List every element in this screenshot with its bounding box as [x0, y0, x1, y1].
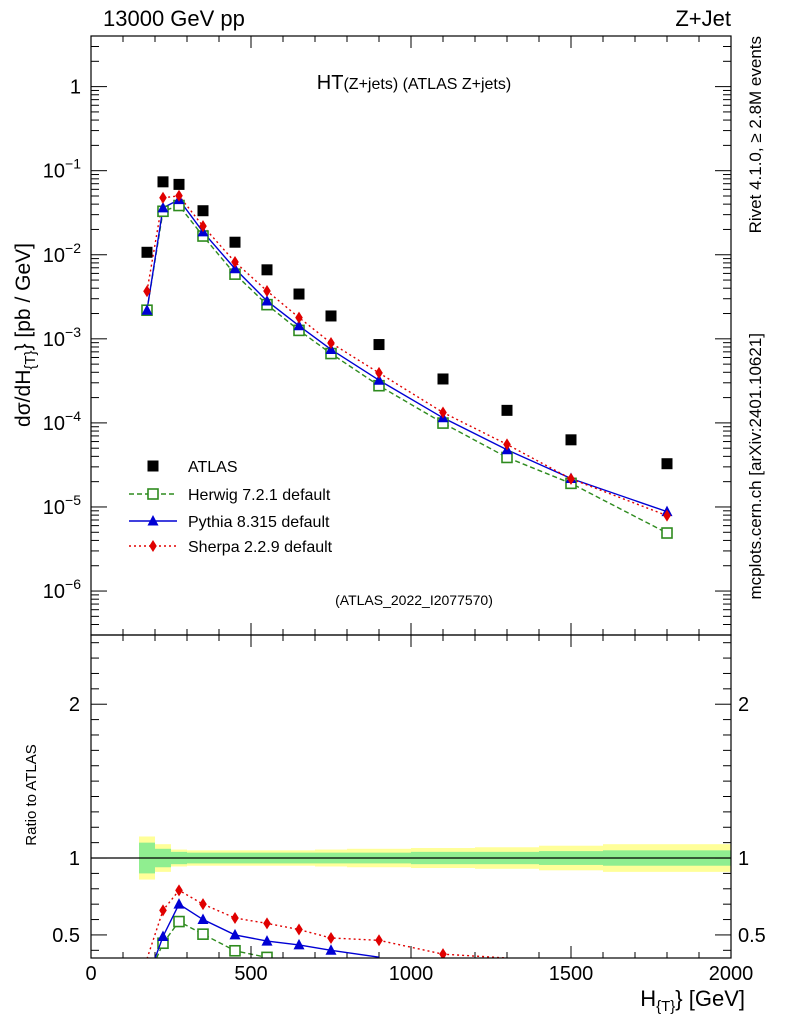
- pythia-ratio-point: [197, 913, 209, 925]
- atlas-point: [661, 458, 673, 470]
- atlas-point: [229, 236, 241, 248]
- pythia-point: [141, 304, 153, 315]
- sherpa-point: [175, 189, 183, 202]
- ratio-tick-label-right: 2: [738, 694, 749, 716]
- herwig-ratio-point: [197, 928, 209, 940]
- x-tick-label: 0: [85, 963, 96, 985]
- herwig-point: [661, 527, 673, 539]
- atlas-point: [501, 404, 513, 416]
- sherpa-ratio-point: [295, 923, 303, 936]
- ratio-panel: Ratio to ATLAS 0 500 1000 1500 2000 0.5 0.5 1 1 2…: [23, 36, 766, 1015]
- sherpa-point: [199, 220, 207, 233]
- sherpa-ratio-point: [175, 884, 183, 897]
- atlas-point: [325, 310, 337, 322]
- pythia-point: [261, 294, 273, 306]
- sherpa-point: [159, 191, 167, 204]
- pythia-ratio-point: [293, 938, 305, 950]
- sherpa-point: [143, 285, 151, 298]
- sherpa-ratio-point: [159, 904, 167, 917]
- atlas-point: [373, 339, 385, 351]
- sherpa-point: [439, 406, 447, 419]
- sherpa-legend-marker: [149, 540, 157, 552]
- pythia-legend-marker: [147, 515, 159, 526]
- atlas-point: [565, 434, 577, 446]
- sherpa-legend-label: Sherpa 2.2.9 default: [188, 539, 333, 556]
- pythia-ratio-point: [157, 930, 169, 941]
- ratio-tick-label-right: 1: [738, 848, 749, 870]
- sherpa-point: [263, 284, 271, 297]
- atlas-point: [141, 246, 153, 258]
- herwig-legend-label: Herwig 7.2.1 default: [188, 487, 331, 504]
- sherpa-point: [567, 472, 575, 485]
- ratio-tick-label-right: 0.5: [738, 925, 766, 947]
- sherpa-point: [503, 438, 511, 451]
- main-panel: HT(Z+jets) (ATLAS Z+jets) (ATLAS_2022_I2…: [12, 35, 732, 958]
- main-frame: [90, 35, 732, 636]
- x-axis-label: H{T}} [GeV]: [640, 986, 745, 1015]
- pythia-ratio-point: [229, 928, 241, 940]
- rivet-version-label: Rivet 4.1.0, ≥ 2.8M events: [746, 36, 765, 233]
- y-tick-label: 1: [70, 77, 81, 99]
- herwig-ratio-line: [155, 920, 268, 958]
- y-tick-label: 10−5: [43, 492, 81, 519]
- ratio-y-axis-label: Ratio to ATLAS: [23, 744, 40, 845]
- x-tick-label: 1000: [389, 963, 434, 985]
- sherpa-ratio-line: [146, 889, 508, 958]
- atlas-point: [261, 264, 273, 276]
- header: 13000 GeV pp Z+Jet Rivet 4.1.0, ≥ 2.8M e…: [103, 6, 765, 599]
- y-tick-label: 10−3: [43, 324, 81, 351]
- pythia-point: [293, 319, 305, 331]
- pythia-legend-label: Pythia 8.315 default: [188, 514, 330, 531]
- y-tick-label: 10−6: [43, 576, 81, 603]
- y-tick-label: 10−2: [43, 240, 81, 267]
- legend: ATLAS Herwig 7.2.1 default Pythia 8.315 de…: [129, 459, 333, 556]
- sherpa-point: [295, 311, 303, 324]
- herwig-ratio-point: [173, 915, 185, 928]
- sherpa-ratio-point: [439, 948, 447, 958]
- y-tick-label: 10−4: [43, 408, 81, 435]
- pythia-ratio-point: [325, 944, 337, 955]
- pythia-ratio-point: [261, 935, 273, 946]
- pythia-point: [373, 374, 385, 385]
- x-tick-label: 500: [234, 963, 267, 985]
- x-tick-label: 2000: [709, 963, 754, 985]
- sherpa-ratio-point: [199, 898, 207, 911]
- sherpa-point: [663, 509, 671, 522]
- atlas-point: [293, 288, 305, 300]
- herwig-ratio-point: [229, 944, 241, 957]
- sherpa-ratio-point: [231, 912, 239, 925]
- atlas-point: [173, 178, 185, 190]
- atlas-legend-label: ATLAS: [188, 459, 238, 476]
- ratio-tick-label-left: 0.5: [52, 925, 80, 947]
- pythia-ratio-point: [173, 898, 185, 909]
- atlas-legend-marker: [147, 460, 159, 472]
- ratio-tick-label-left: 2: [69, 694, 80, 716]
- pythia-point: [157, 201, 169, 213]
- herwig-line: [146, 204, 668, 534]
- herwig-ratio-point: [261, 951, 273, 958]
- svg-text:dσ/dH{T}} [pb / GeV]: dσ/dH{T}} [pb / GeV]: [12, 243, 39, 427]
- x-tick-label: 1500: [549, 963, 594, 985]
- plot-title: HT(Z+jets) (ATLAS Z+jets): [317, 72, 511, 94]
- atlas-point: [437, 373, 449, 385]
- sherpa-ratio-point: [375, 934, 383, 947]
- ratio-tick-label-left: 1: [69, 848, 80, 870]
- sherpa-point: [327, 336, 335, 349]
- herwig-legend-marker: [147, 488, 159, 500]
- atlas-point: [157, 176, 169, 188]
- collision-label: 13000 GeV pp: [103, 6, 245, 31]
- process-label: Z+Jet: [675, 6, 731, 31]
- sherpa-point: [231, 256, 239, 269]
- y-tick-label: 10−1: [43, 156, 81, 183]
- analysis-tag: (ATLAS_2022_I2077570): [335, 592, 493, 608]
- sherpa-point: [375, 366, 383, 379]
- sherpa-ratio-point: [263, 917, 271, 930]
- atlas-point: [197, 205, 209, 217]
- mcplots-label: mcplots.cern.ch [arXiv:2401.10621]: [746, 333, 765, 599]
- sherpa-ratio-point: [327, 932, 335, 945]
- y-axis-label: dσ/dH{T}} [pb / GeV]: [12, 243, 39, 427]
